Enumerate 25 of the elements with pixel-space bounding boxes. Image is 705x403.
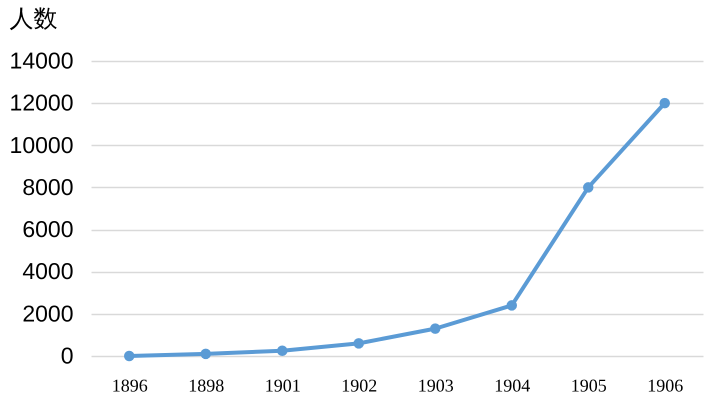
x-tick-label: 1898 [188, 376, 224, 396]
point [583, 182, 594, 193]
point [354, 338, 364, 349]
y-tick-label: 12000 [10, 90, 74, 116]
x-tick-label: 1903 [418, 376, 454, 396]
y-tick-label: 4000 [22, 258, 74, 284]
y-tick-label: 2000 [22, 300, 74, 326]
point [430, 323, 440, 334]
point [200, 348, 211, 360]
y-tick-label: 10000 [10, 132, 74, 158]
point [124, 350, 134, 362]
x-tick-label: 1905 [570, 376, 607, 396]
point [660, 98, 670, 108]
y-axis-title: 人数 [10, 4, 58, 32]
x-tick-label: 1901 [264, 376, 301, 396]
y-tick-label: 14000 [10, 48, 74, 74]
y-tick-label: 6000 [22, 216, 74, 242]
point [277, 346, 288, 356]
x-tick-label: 1904 [494, 376, 530, 396]
y-tick-label: 0 [60, 342, 74, 368]
y-tick-label: 8000 [22, 174, 74, 200]
point [506, 300, 517, 311]
x-tick-label: 1896 [112, 376, 148, 396]
x-tick-label: 1906 [647, 376, 684, 396]
x-tick-label: 1902 [341, 376, 378, 396]
